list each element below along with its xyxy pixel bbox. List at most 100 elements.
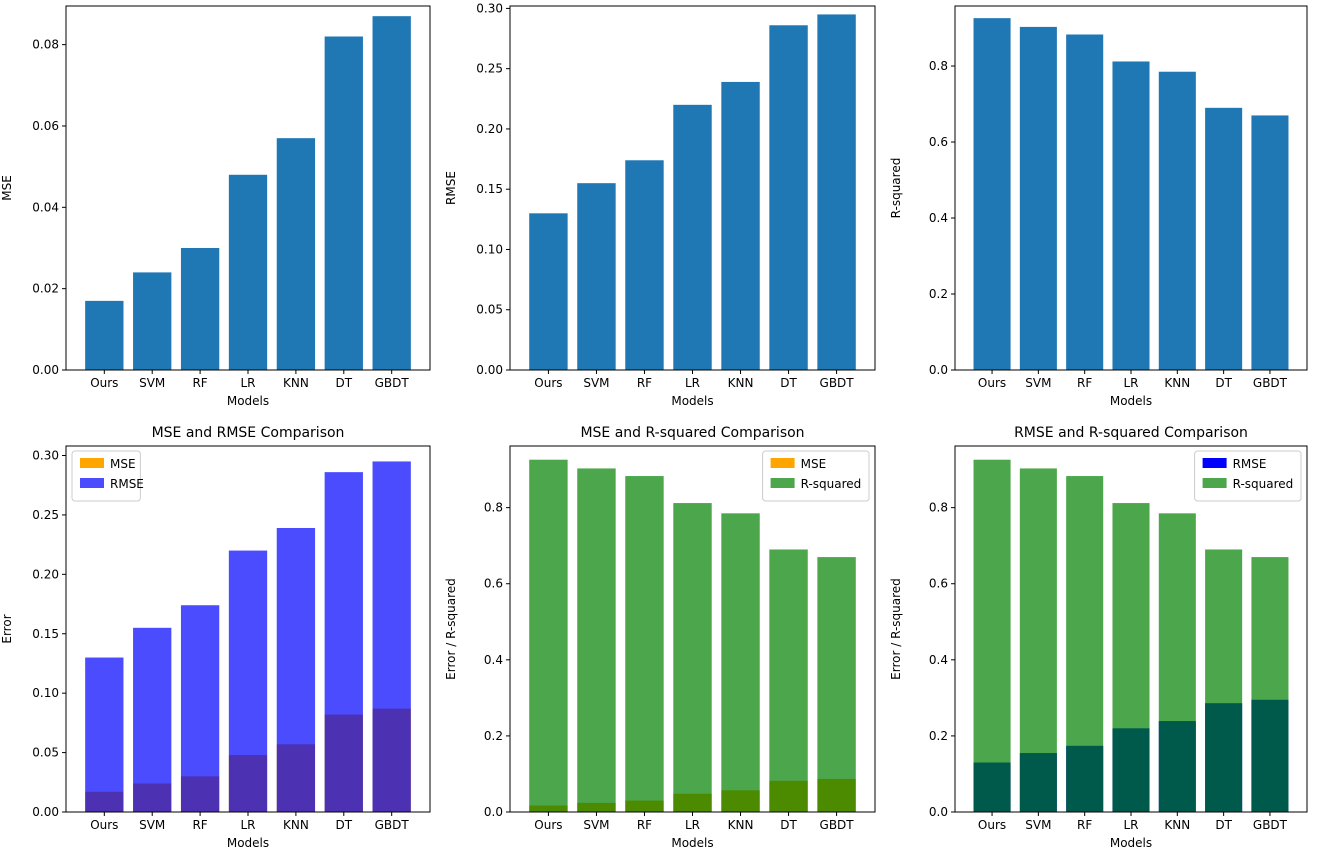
bar-mse-rf	[180, 247, 220, 370]
y-tick-label: 0.00	[476, 363, 503, 377]
x-tick-label-lr: LR	[240, 376, 255, 390]
y-tick-label: 0.05	[32, 746, 59, 760]
legend-label-rmse: RMSE	[1233, 457, 1267, 471]
x-tick-label-ours: Ours	[534, 818, 562, 832]
y-tick-label: 0.30	[32, 449, 59, 463]
y-tick-label: 0.8	[929, 59, 948, 73]
bar-rmse-rf	[180, 605, 220, 812]
bar-mse-lr	[228, 174, 268, 370]
x-tick-label-knn: KNN	[728, 818, 754, 832]
bar-rmse-gbdt	[372, 461, 411, 812]
legend-swatch-r-squared	[1202, 478, 1227, 488]
y-tick-label: 0.10	[476, 242, 503, 256]
bar-r-squared-ours	[973, 459, 1011, 812]
bar-r-squared-lr	[1112, 61, 1150, 370]
x-tick-label-ours: Ours	[90, 818, 118, 832]
legend-swatch-r-squared	[770, 478, 795, 488]
y-tick-label: 0.2	[929, 287, 948, 301]
y-tick-label: 0.00	[32, 805, 59, 819]
x-tick-label-svm: SVM	[1025, 376, 1051, 390]
x-tick-label-lr: LR	[240, 818, 255, 832]
x-tick-label-svm: SVM	[1025, 818, 1051, 832]
x-axis-label: Models	[671, 394, 713, 408]
legend-swatch-mse	[80, 458, 104, 468]
y-tick-label: 0.30	[476, 1, 503, 15]
y-axis-label: R-squared	[889, 158, 903, 219]
bar-rmse-rf	[625, 160, 664, 370]
y-tick-label: 0.2	[929, 729, 948, 743]
y-tick-label: 0.4	[929, 211, 948, 225]
bar-r-squared-svm	[577, 468, 616, 812]
bar-r-squared-ours	[529, 459, 568, 812]
chart-1: 0.00 0.02 0.04 0.06 0.08 Ours SVM RF LR KNN DT GBDT…	[0, 5, 431, 408]
x-tick-label-rf: RF	[1077, 818, 1092, 832]
x-tick-label-svm: SVM	[139, 818, 165, 832]
y-tick-label: 0.20	[32, 567, 59, 581]
x-tick-label-gbdt: GBDT	[375, 818, 410, 832]
bar-r-squared-dt	[769, 549, 808, 812]
chart-4: 0.00 0.05 0.10 0.15 0.20 0.25 0.30 Ours SVM RF LR K…	[0, 425, 431, 850]
y-tick-label: 0.04	[32, 200, 59, 214]
x-tick-label-rf: RF	[637, 376, 652, 390]
x-tick-label-svm: SVM	[583, 376, 609, 390]
bar-r-squared-knn	[1158, 71, 1196, 370]
bar-r-squared-lr	[1112, 503, 1150, 812]
y-tick-label: 0.4	[484, 653, 503, 667]
y-tick-label: 0.6	[929, 135, 948, 149]
y-tick-label: 0.05	[476, 303, 503, 317]
y-axis-label: RMSE	[444, 171, 458, 205]
bar-r-squared-knn	[1158, 513, 1196, 812]
y-tick-label: 0.15	[32, 627, 59, 641]
legend-swatch-mse	[770, 458, 795, 468]
x-tick-label-knn: KNN	[283, 818, 309, 832]
legend: MSE R-squared	[762, 450, 870, 502]
bar-r-squared-dt	[1205, 549, 1243, 812]
x-tick-label-dt: DT	[780, 376, 797, 390]
x-tick-label-knn: KNN	[1164, 818, 1190, 832]
bar-mse-dt	[324, 36, 363, 370]
bar-r-squared-rf	[625, 476, 664, 812]
x-axis-label: Models	[671, 836, 713, 850]
bar-r-squared-gbdt	[1251, 115, 1289, 371]
y-tick-label: 0.25	[32, 508, 59, 522]
x-tick-label-svm: SVM	[139, 376, 165, 390]
bar-rmse-ours	[529, 213, 568, 370]
y-tick-label: 0.8	[929, 501, 948, 515]
y-tick-label: 0.0	[929, 363, 948, 377]
x-axis-label: Models	[227, 836, 269, 850]
x-tick-label-lr: LR	[685, 376, 700, 390]
legend-label-mse: MSE	[110, 457, 136, 471]
legend-label-rmse: RMSE	[110, 477, 144, 491]
x-tick-label-lr: LR	[685, 818, 700, 832]
bar-r-squared-rf	[1066, 34, 1104, 370]
bar-r-squared-svm	[1019, 26, 1057, 371]
bar-mse-knn	[276, 138, 316, 370]
bar-rmse-gbdt	[817, 14, 856, 370]
x-tick-label-gbdt: GBDT	[820, 376, 855, 390]
y-tick-label: 0.6	[929, 577, 948, 591]
bar-rmse-knn	[276, 527, 316, 812]
bar-rmse-lr	[673, 104, 712, 370]
legend: RMSE R-squared	[1194, 450, 1302, 502]
y-tick-label: 0.6	[484, 577, 503, 591]
y-tick-label: 0.10	[32, 686, 59, 700]
x-tick-label-gbdt: GBDT	[1253, 376, 1288, 390]
x-tick-label-dt: DT	[336, 376, 353, 390]
x-tick-label-gbdt: GBDT	[820, 818, 855, 832]
y-tick-label: 0.25	[476, 62, 503, 76]
bar-r-squared-knn	[721, 513, 760, 812]
x-tick-label-rf: RF	[192, 376, 207, 390]
chart-2: 0.00 0.05 0.10 0.15 0.20 0.25 0.30 Ours SVM RF LR K…	[444, 1, 876, 408]
x-tick-label-gbdt: GBDT	[375, 376, 410, 390]
x-axis-label: Models	[227, 394, 269, 408]
bar-mse-gbdt	[372, 16, 411, 370]
x-tick-label-ours: Ours	[534, 376, 562, 390]
bar-r-squared-lr	[673, 503, 712, 812]
x-axis-label: Models	[1110, 836, 1152, 850]
bar-rmse-ours	[85, 657, 124, 812]
bar-rmse-lr	[228, 550, 268, 812]
chart-5: 0.0 0.2 0.4 0.6 0.8 Ours SVM RF LR KNN DT GBDT Model…	[444, 425, 876, 850]
bar-r-squared-gbdt	[1251, 557, 1289, 812]
y-tick-label: 0.02	[32, 282, 59, 296]
bar-rmse-knn	[721, 81, 760, 371]
